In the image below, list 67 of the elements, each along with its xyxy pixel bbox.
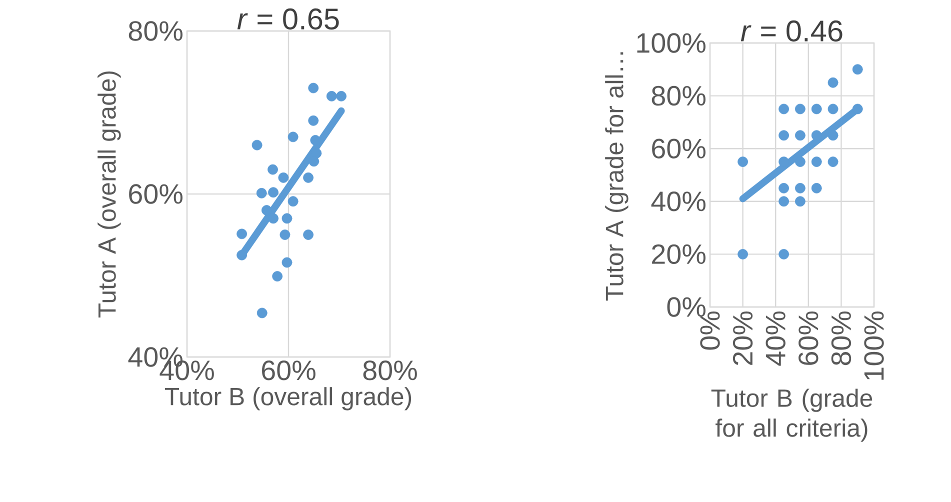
- y-tick-label: 60%: [652, 138, 706, 158]
- point: [236, 250, 248, 260]
- point: [308, 82, 319, 94]
- point: [282, 213, 292, 224]
- x-tick-label: 60%: [262, 360, 316, 380]
- x-tick-label: 20%: [732, 312, 753, 365]
- point: [811, 104, 822, 114]
- point: [268, 164, 278, 175]
- point: [308, 156, 320, 167]
- point: [778, 196, 790, 207]
- y-tick-label: 80%: [652, 86, 706, 106]
- point: [778, 104, 790, 114]
- point: [280, 230, 290, 240]
- x-tick-label: 100%: [864, 312, 884, 380]
- point: [852, 104, 863, 114]
- point: [308, 115, 319, 126]
- point: [811, 156, 822, 167]
- point: [778, 130, 790, 141]
- y-tick-label: 80%: [128, 21, 182, 41]
- y-tick-label: 100%: [637, 33, 706, 53]
- point: [778, 156, 790, 167]
- point: [252, 140, 262, 150]
- point: [256, 188, 267, 198]
- point: [738, 248, 748, 260]
- point: [811, 130, 822, 141]
- point: [828, 104, 838, 114]
- point: [828, 130, 838, 141]
- point: [795, 156, 806, 167]
- y-tick-label: 20%: [652, 244, 706, 264]
- chart-title: r = 0.65: [237, 8, 339, 30]
- point: [795, 196, 806, 207]
- point: [268, 213, 278, 224]
- point: [795, 104, 806, 114]
- point: [811, 182, 822, 194]
- point: [852, 64, 863, 75]
- y-tick-label: 40%: [651, 192, 706, 212]
- point: [303, 230, 314, 240]
- point: [278, 172, 289, 183]
- point: [268, 187, 278, 198]
- x-tick-label: 40%: [766, 312, 786, 366]
- point: [795, 182, 806, 194]
- chart-title: r = 0.46: [740, 20, 842, 42]
- point: [288, 132, 298, 142]
- point: [282, 257, 292, 268]
- point: [303, 172, 314, 183]
- point: [778, 182, 790, 194]
- x-tick-label: 80%: [831, 312, 852, 366]
- point: [326, 90, 337, 102]
- point: [236, 228, 248, 240]
- x-axis-title: Tutor B (overall grade): [164, 387, 412, 410]
- point: [828, 156, 838, 167]
- point: [738, 156, 748, 167]
- y-axis-title: Tutor A (overall grade): [98, 71, 121, 318]
- x-axis-title: Tutor B (grade for all criteria): [711, 388, 872, 442]
- y-axis-title: Tutor A (grade for all…: [605, 52, 628, 301]
- point: [256, 308, 268, 318]
- y-tick-label: 60%: [129, 184, 182, 204]
- point: [310, 134, 321, 146]
- x-tick-label: 60%: [798, 312, 818, 365]
- point: [336, 90, 346, 102]
- point: [778, 248, 790, 260]
- point: [261, 205, 272, 216]
- point: [272, 271, 283, 282]
- x-tick-label: 80%: [363, 360, 417, 380]
- point: [795, 130, 806, 141]
- point: [288, 196, 298, 207]
- point: [828, 77, 838, 88]
